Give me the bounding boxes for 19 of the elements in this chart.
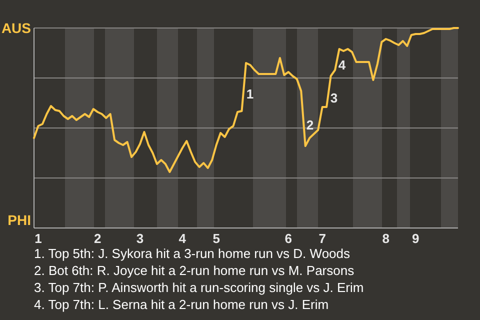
x-tick-label: 4 (178, 231, 187, 246)
annotation: 1 (246, 86, 254, 102)
text: 3. Top 7th: P. Ainsworth hit a run-scoring single vs J. Erim (34, 280, 364, 295)
text: 1. Top 5th: J. Sykora hit a 3-run home run vs D. Woods (34, 246, 351, 261)
x-tick-label: 5 (212, 231, 220, 246)
x-tick-label: 3 (136, 231, 144, 246)
x-tick-label: 2 (94, 231, 102, 246)
x-tick-label: 1 (34, 231, 42, 246)
x-tick-label: 8 (382, 231, 390, 246)
text: PHI (8, 212, 31, 228)
text: 2. Bot 6th: R. Joyce hit a 2-run home run vs M. Parsons (34, 263, 355, 278)
annotation: 3 (330, 90, 338, 106)
annotation: 4 (338, 58, 346, 73)
x-tick-label: 7 (318, 231, 326, 246)
text: 4. Top 7th: L. Serna hit a 2-run home run vs J. Erim (34, 297, 329, 312)
x-tick-label: 9 (412, 231, 420, 246)
annotation: 2 (306, 118, 314, 133)
x-tick-label: 6 (284, 231, 292, 246)
text: AUS (1, 20, 31, 36)
